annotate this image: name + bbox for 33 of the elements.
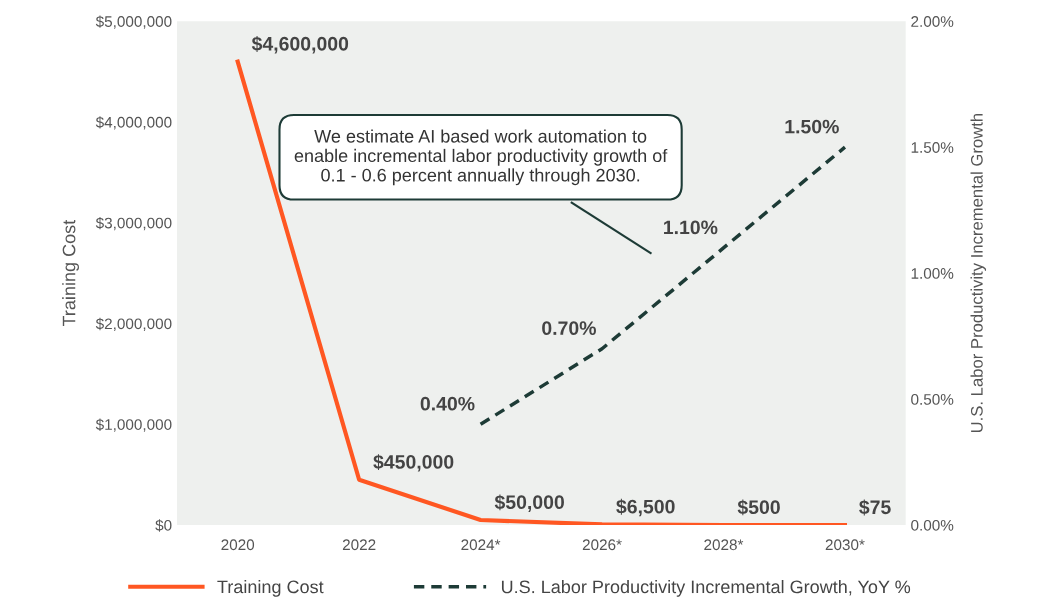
line-series [235, 59, 848, 526]
data-label: 1.50% [785, 119, 839, 134]
y2-tick-label: 0.00% [911, 519, 954, 531]
x-tick-label: 2022 [342, 539, 376, 551]
annotation: We estimate AI based work automation to enable incremental labor productivity growth of 0.1 - 0.6 percent annually through 2030. [294, 129, 668, 186]
data-label: $6,500 [616, 498, 675, 517]
data-label: $500 [737, 499, 780, 516]
y2-tick-label: 1.50% [911, 142, 954, 153]
x-tick-label: 2024* [461, 539, 501, 551]
data-label: 0.40% [420, 396, 475, 411]
x-tick-label: 2030* [825, 539, 865, 551]
y-tick-label: $5,000,000 [95, 15, 172, 29]
y2-tick-label: 2.00% [911, 16, 954, 27]
legend-label: Training Cost [217, 579, 324, 597]
legend-label: U.S. Labor Productivity Incremental Growth, YoY % [501, 579, 911, 597]
data-label: 0.70% [542, 321, 596, 336]
y-tick-label: $0 [155, 519, 172, 532]
x-tick-label: 2028* [704, 539, 744, 551]
data-label: $75 [859, 499, 891, 516]
y2-tick-label: 0.50% [911, 393, 954, 405]
x-tick-label: 2026* [582, 539, 622, 551]
y-tick-label: $4,000,000 [95, 116, 172, 130]
y-tick-label: $2,000,000 [95, 317, 172, 332]
data-label: $450,000 [373, 454, 454, 472]
y-axis-title: Training Cost [62, 219, 79, 327]
y2-tick-label: 1.00% [911, 268, 954, 279]
x-tick-label: 2020 [221, 539, 255, 551]
y-tick-label: $1,000,000 [95, 418, 172, 432]
data-label: $4,600,000 [251, 36, 349, 54]
y-tick-label: $3,000,000 [95, 216, 172, 231]
data-label: 1.10% [664, 220, 718, 235]
y2-axis-title: U.S. Labor Productivity Incremental Growth [970, 113, 987, 433]
data-label: $50,000 [494, 494, 564, 512]
